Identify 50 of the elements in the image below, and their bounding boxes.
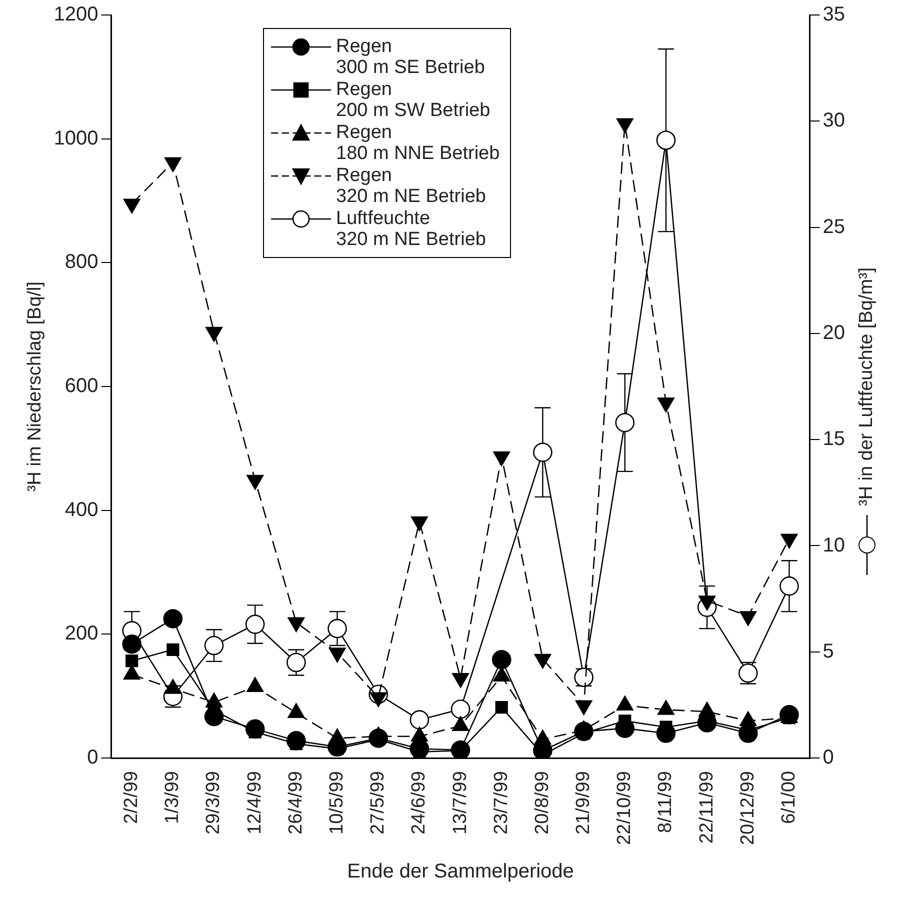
point: [615, 412, 635, 432]
x-axis-title: Ende der Sammelperiode: [347, 860, 574, 883]
y-tick-label: 1000: [54, 127, 98, 150]
x-tick-label: 13/7/99: [450, 771, 471, 834]
y2-tick-label: 30: [822, 110, 846, 132]
x-tick-label: 10/5/99: [326, 771, 348, 834]
y2-tick-label: 10: [822, 534, 846, 556]
point: [328, 618, 347, 638]
y-tick-label: 400: [64, 498, 98, 521]
y-tick-label: 800: [64, 251, 98, 274]
point: [533, 442, 552, 462]
y2-tick-label: 20: [822, 322, 846, 344]
legend-label: Regen 200 m SW Betrieb: [336, 79, 490, 121]
point: [780, 576, 799, 596]
legend-label: Regen 320 m NE Betrieb: [336, 165, 486, 207]
y2-tick-label: 5: [822, 640, 834, 662]
y-tick-label: 0: [87, 746, 98, 769]
x-tick-label: 26/4/99: [285, 771, 306, 834]
point: [204, 636, 224, 656]
y2-tick-label: 35: [822, 4, 846, 26]
y2-axis-title: ³H in der Luftfeuchte [Bq/m³]: [856, 267, 878, 506]
x-tick-label: 20/8/99: [532, 771, 553, 834]
legend-label: Luftfeuchte 320 m NE Betrieb: [336, 208, 486, 250]
x-tick-label: 23/7/99: [490, 771, 512, 834]
y-tick-label: 600: [64, 375, 98, 398]
legend-label: Regen 300 m SE Betrieb: [336, 36, 485, 78]
point: [450, 700, 470, 719]
point: [245, 614, 265, 634]
y2-tick-label: 15: [822, 428, 846, 450]
x-tick-label: 24/6/99: [408, 771, 430, 834]
x-tick-label: 2/2/99: [121, 771, 142, 824]
point: [286, 652, 306, 672]
x-tick-label: 22/11/99: [696, 771, 718, 844]
x-tick-label: 22/10/99: [614, 771, 636, 846]
x-tick-label: 8/11/99: [655, 771, 676, 834]
point: [410, 710, 430, 730]
y2-tick-label: 0: [822, 746, 834, 769]
x-tick-label: 21/9/99: [573, 771, 594, 834]
x-tick-label: 1/3/99: [162, 771, 184, 824]
y-tick-label: 1200: [54, 4, 98, 26]
x-tick-label: 12/4/99: [244, 771, 266, 834]
x-tick-label: 27/5/99: [368, 771, 389, 834]
x-tick-label: 20/12/99: [737, 771, 758, 846]
x-tick-label: 6/1/00: [778, 771, 800, 824]
x-tick-label: 29/3/99: [203, 771, 224, 834]
y2-tick-label: 25: [822, 216, 846, 238]
y-tick-label: 200: [64, 622, 98, 645]
point: [656, 130, 676, 150]
y-axis-title: ³H im Niederschlag [Bq/l]: [24, 281, 46, 492]
legend-label: Regen 180 m NNE Betrieb: [336, 122, 500, 164]
